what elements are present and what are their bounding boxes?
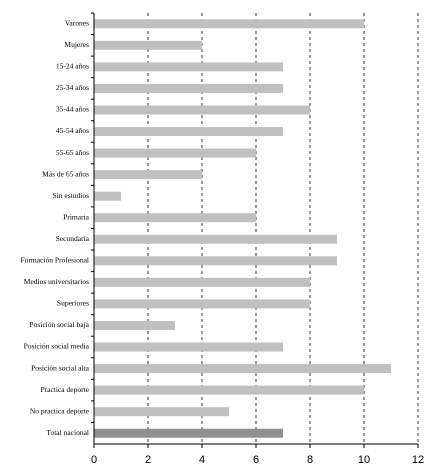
y-tick-label: Practica deporte — [40, 385, 89, 394]
bar — [94, 105, 310, 115]
bar — [94, 213, 256, 223]
bar — [94, 256, 337, 266]
x-tick-label: 2 — [145, 454, 151, 466]
y-tick-label: Posición social media — [24, 342, 90, 351]
bar — [94, 277, 310, 287]
bar — [94, 191, 121, 201]
y-tick-label: 15-24 años — [56, 62, 89, 71]
y-tick-label: Secundaria — [56, 234, 90, 243]
x-tick-label: 8 — [307, 454, 313, 466]
y-tick-label: Más de 65 años — [42, 169, 89, 178]
bar — [94, 234, 337, 244]
y-tick-label: 35-44 años — [56, 105, 89, 114]
x-tick-label: 10 — [358, 454, 370, 466]
y-tick-label: Varones — [65, 18, 89, 27]
y-tick-label: 25-34 años — [56, 83, 89, 92]
bar — [94, 342, 283, 352]
x-tick-label: 0 — [91, 454, 97, 466]
bar — [94, 428, 283, 438]
y-tick-label: No practica deporte — [30, 406, 90, 415]
bar — [94, 148, 256, 158]
y-tick-label: Posición social alta — [31, 363, 90, 372]
bar — [94, 170, 202, 180]
y-tick-label: Sin estudios — [53, 191, 90, 200]
y-tick-label: Total nacional — [46, 428, 89, 437]
x-tick-label: 6 — [253, 454, 259, 466]
y-tick-label: Primaria — [63, 212, 89, 221]
y-tick-label: Medios universitarios — [24, 277, 89, 286]
y-tick-label: Superiores — [57, 299, 89, 308]
bar — [94, 83, 283, 93]
bar — [94, 385, 364, 395]
y-tick-label: Mujeres — [64, 40, 89, 49]
bar — [94, 19, 364, 29]
bar — [94, 127, 283, 137]
y-tick-label: Posición social baja — [29, 320, 89, 329]
bar — [94, 407, 229, 417]
y-tick-label: Formación Profesional — [20, 256, 89, 265]
y-tick-label: 55-65 años — [56, 148, 89, 157]
bar — [94, 299, 310, 309]
bar — [94, 62, 283, 72]
bar — [94, 364, 391, 374]
y-tick-label: 45-54 años — [56, 126, 89, 135]
bar — [94, 40, 202, 50]
x-tick-label: 4 — [199, 454, 205, 466]
x-tick-label: 12 — [412, 454, 424, 466]
bar — [94, 320, 175, 330]
